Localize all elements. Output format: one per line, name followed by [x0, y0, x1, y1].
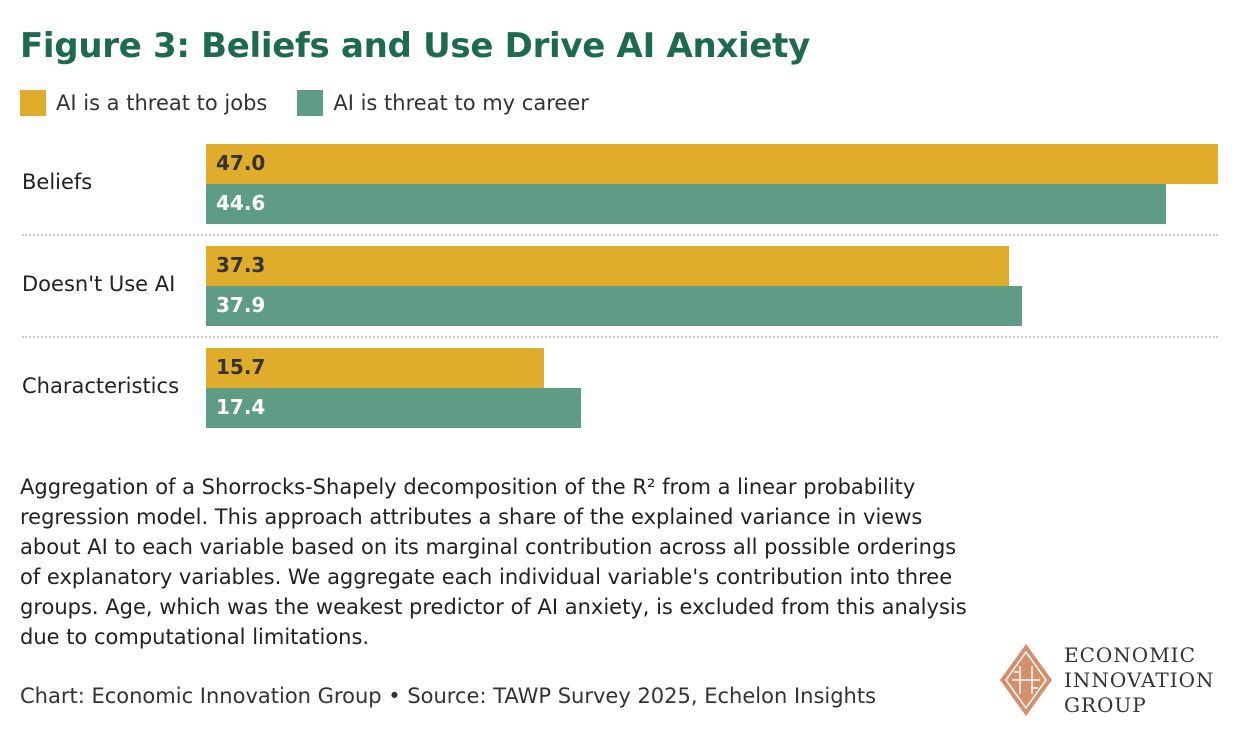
legend-label: AI is a threat to jobs — [56, 91, 268, 115]
eig-logo: ECONOMIC INNOVATION GROUP — [998, 642, 1215, 718]
bar: 17.4 — [206, 388, 581, 428]
legend-item-jobs: AI is a threat to jobs — [20, 90, 267, 116]
data-label: 15.7 — [216, 355, 266, 379]
data-label: 17.4 — [216, 395, 266, 419]
legend-swatch — [297, 90, 324, 116]
bar-chart: Beliefs 47.0 44.6 Doesn't Use AI 37.3 37.9 Cha… — [22, 144, 1218, 428]
data-label: 37.3 — [216, 253, 266, 277]
legend-label: AI is threat to my career — [333, 91, 589, 115]
chart-title: Figure 3: Beliefs and Use Drive AI Anxie… — [20, 26, 810, 66]
legend-swatch — [20, 90, 46, 116]
logo-line: ECONOMIC — [1064, 642, 1196, 667]
logo-line: GROUP — [1064, 692, 1147, 717]
logo-line: INNOVATION — [1064, 667, 1215, 692]
category-label: Beliefs — [22, 170, 93, 194]
bar: 15.7 — [206, 348, 545, 388]
data-label: 47.0 — [216, 151, 266, 175]
legend: AI is a threat to jobs AI is threat to m… — [20, 90, 589, 116]
group-divider — [22, 336, 1218, 338]
legend-item-career: AI is threat to my career — [297, 90, 589, 116]
chart-source: Chart: Economic Innovation Group • Sourc… — [20, 684, 877, 708]
data-label: 44.6 — [216, 191, 266, 215]
bar: 47.0 — [206, 144, 1218, 184]
chart-note: Aggregation of a Shorrocks-Shapely decom… — [20, 475, 967, 649]
data-label: 37.9 — [216, 293, 266, 317]
group-divider — [22, 234, 1218, 236]
category-label: Characteristics — [22, 374, 180, 398]
bar: 37.9 — [206, 286, 1023, 326]
bar: 37.3 — [206, 246, 1010, 286]
bar: 44.6 — [206, 184, 1167, 224]
category-label: Doesn't Use AI — [22, 272, 176, 296]
eig-diamond-icon — [1000, 644, 1052, 716]
